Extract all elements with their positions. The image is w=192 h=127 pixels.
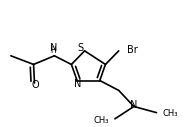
Text: O: O (32, 81, 39, 90)
Text: N: N (74, 79, 82, 89)
Text: CH₃: CH₃ (162, 109, 178, 118)
Text: CH₃: CH₃ (94, 116, 109, 125)
Text: Br: Br (127, 45, 138, 55)
Text: N: N (130, 100, 137, 110)
Text: N: N (50, 43, 57, 53)
Text: S: S (78, 43, 84, 53)
Text: H: H (50, 46, 56, 55)
